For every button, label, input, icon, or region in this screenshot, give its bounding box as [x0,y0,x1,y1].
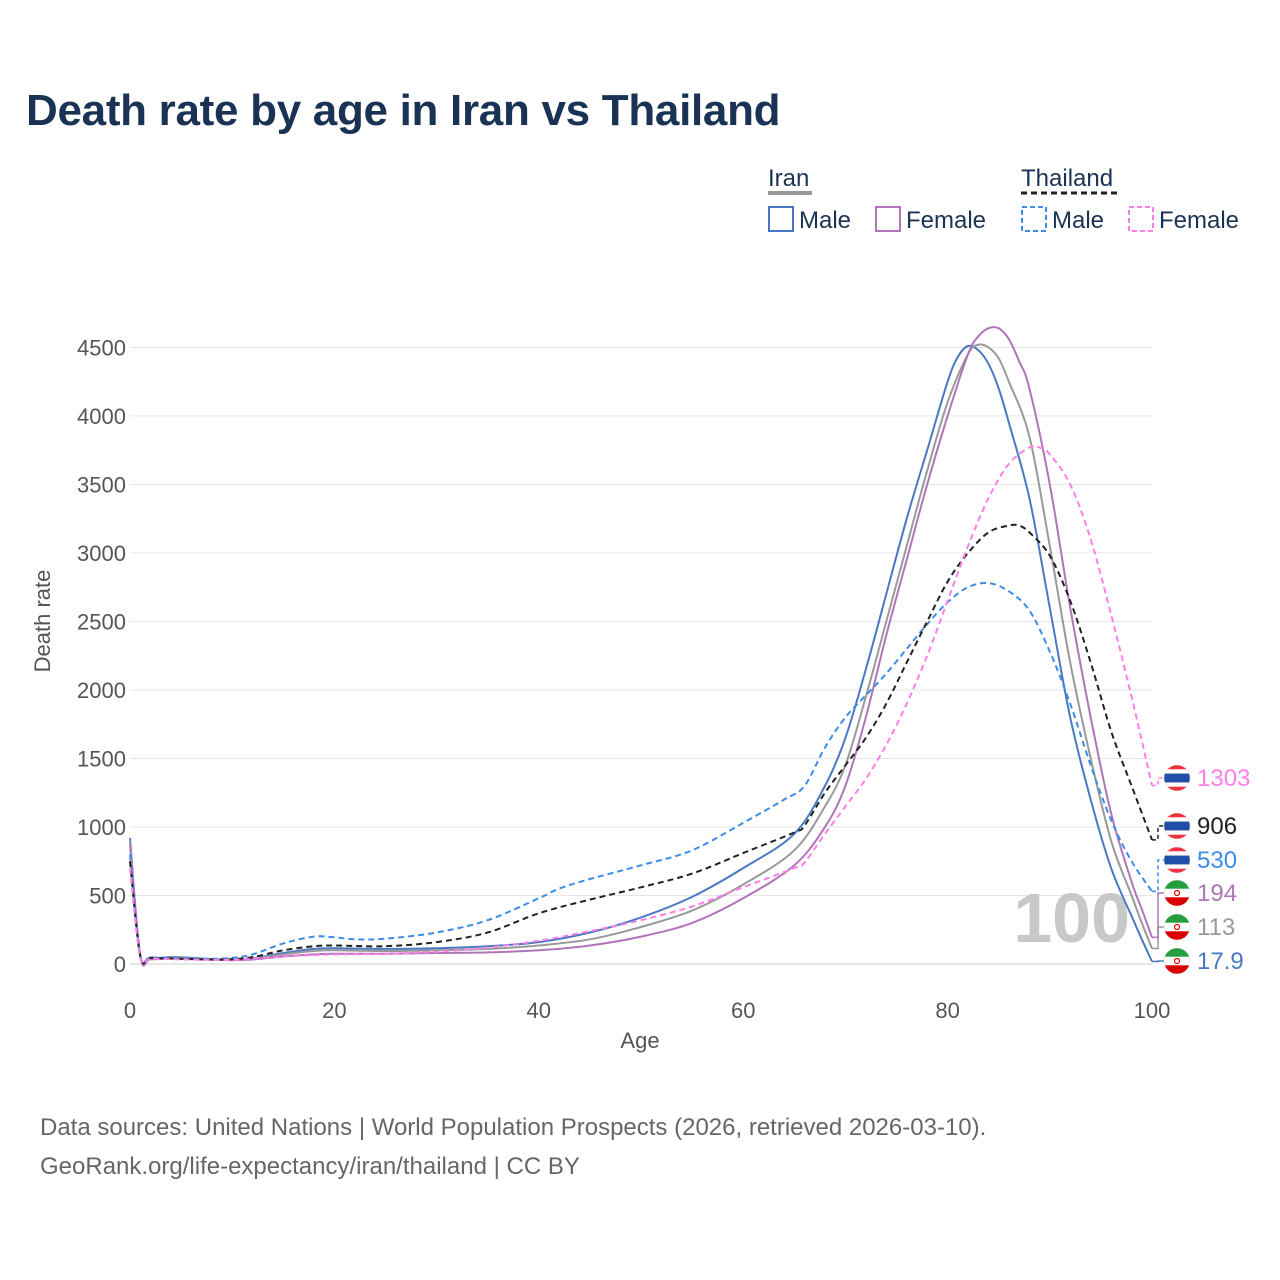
series-line-thailand-total[interactable] [129,523,1153,965]
watermark-year: 100 [1013,879,1130,957]
legend-swatch-iran-female [875,206,901,232]
end-connector [1152,825,1164,841]
end-value-label: 194 [1197,880,1237,907]
legend-label-thailand-male[interactable]: Male [1052,207,1104,234]
end-connector [1152,777,1164,787]
footer-source: Data sources: United Nations | World Pop… [40,1114,987,1141]
y-tick-label: 500 [89,883,126,908]
y-tick-label: 4000 [77,404,126,429]
legend-swatch-thailand-male [1021,206,1047,232]
x-tick-label: 40 [527,998,551,1023]
legend-label-iran-male[interactable]: Male [799,207,851,234]
series-line-thailand-female[interactable] [129,444,1153,966]
y-tick-label: 2000 [77,678,126,703]
x-tick-label: 100 [1134,998,1171,1023]
legend-swatch-thailand-female [1128,206,1154,232]
end-connector [1152,892,1164,939]
series-line-iran-total[interactable] [129,343,1153,967]
x-axis-label: Age [620,1028,659,1053]
legend-group-thailand: Thailand [1021,165,1113,192]
end-connector [1152,859,1164,893]
legend[interactable]: Iran Thailand Male Female Male Female [768,165,1239,234]
y-tick-label: 3500 [77,472,126,497]
series-lines [129,326,1153,967]
iran-flag-icon [1163,947,1191,975]
end-value-label: 113 [1197,914,1235,941]
x-tick-label: 60 [731,998,755,1023]
end-value-label: 530 [1197,847,1237,874]
y-tick-label: 0 [114,952,126,977]
thailand-flag-icon [1163,764,1191,792]
y-tick-label: 1000 [77,815,126,840]
series-line-iran-male[interactable] [129,344,1153,967]
x-tick-label: 0 [124,998,136,1023]
thailand-flag-icon [1163,846,1191,874]
series-line-thailand-male[interactable] [129,581,1153,964]
legend-label-thailand-female[interactable]: Female [1159,207,1239,234]
y-tick-label: 2500 [77,609,126,634]
x-tick-label: 80 [935,998,959,1023]
legend-swatch-iran-male [768,206,794,232]
chart-title: Death rate by age in Iran vs Thailand [26,86,781,135]
y-tick-label: 3000 [77,541,126,566]
x-tick-label: 20 [322,998,346,1023]
gridlines [130,346,1152,896]
end-value-label: 1303 [1197,765,1250,792]
legend-label-iran-female[interactable]: Female [906,207,986,234]
legend-group-iran: Iran [768,165,809,192]
end-value-label: 906 [1197,813,1237,840]
end-labels: 17.9 113 194 530 906 1303 [1152,764,1250,975]
y-axis-label: Death rate [30,570,55,673]
axes: 0 500 1000 1500 2000 2500 3000 3500 4000 4500 0 20 4… [77,335,1170,1023]
footer-link[interactable]: GeoRank.org/life-expectancy/iran/thailan… [40,1153,580,1180]
iran-flag-icon [1163,879,1191,907]
end-value-label: 17.9 [1197,948,1244,975]
thailand-flag-icon [1163,812,1191,840]
end-connector [1152,960,1164,963]
y-tick-label: 1500 [77,746,126,771]
y-tick-label: 4500 [77,335,126,360]
footer: Data sources: United Nations | World Pop… [40,1108,986,1186]
series-line-iran-female[interactable] [129,326,1153,967]
iran-flag-icon [1163,913,1191,941]
